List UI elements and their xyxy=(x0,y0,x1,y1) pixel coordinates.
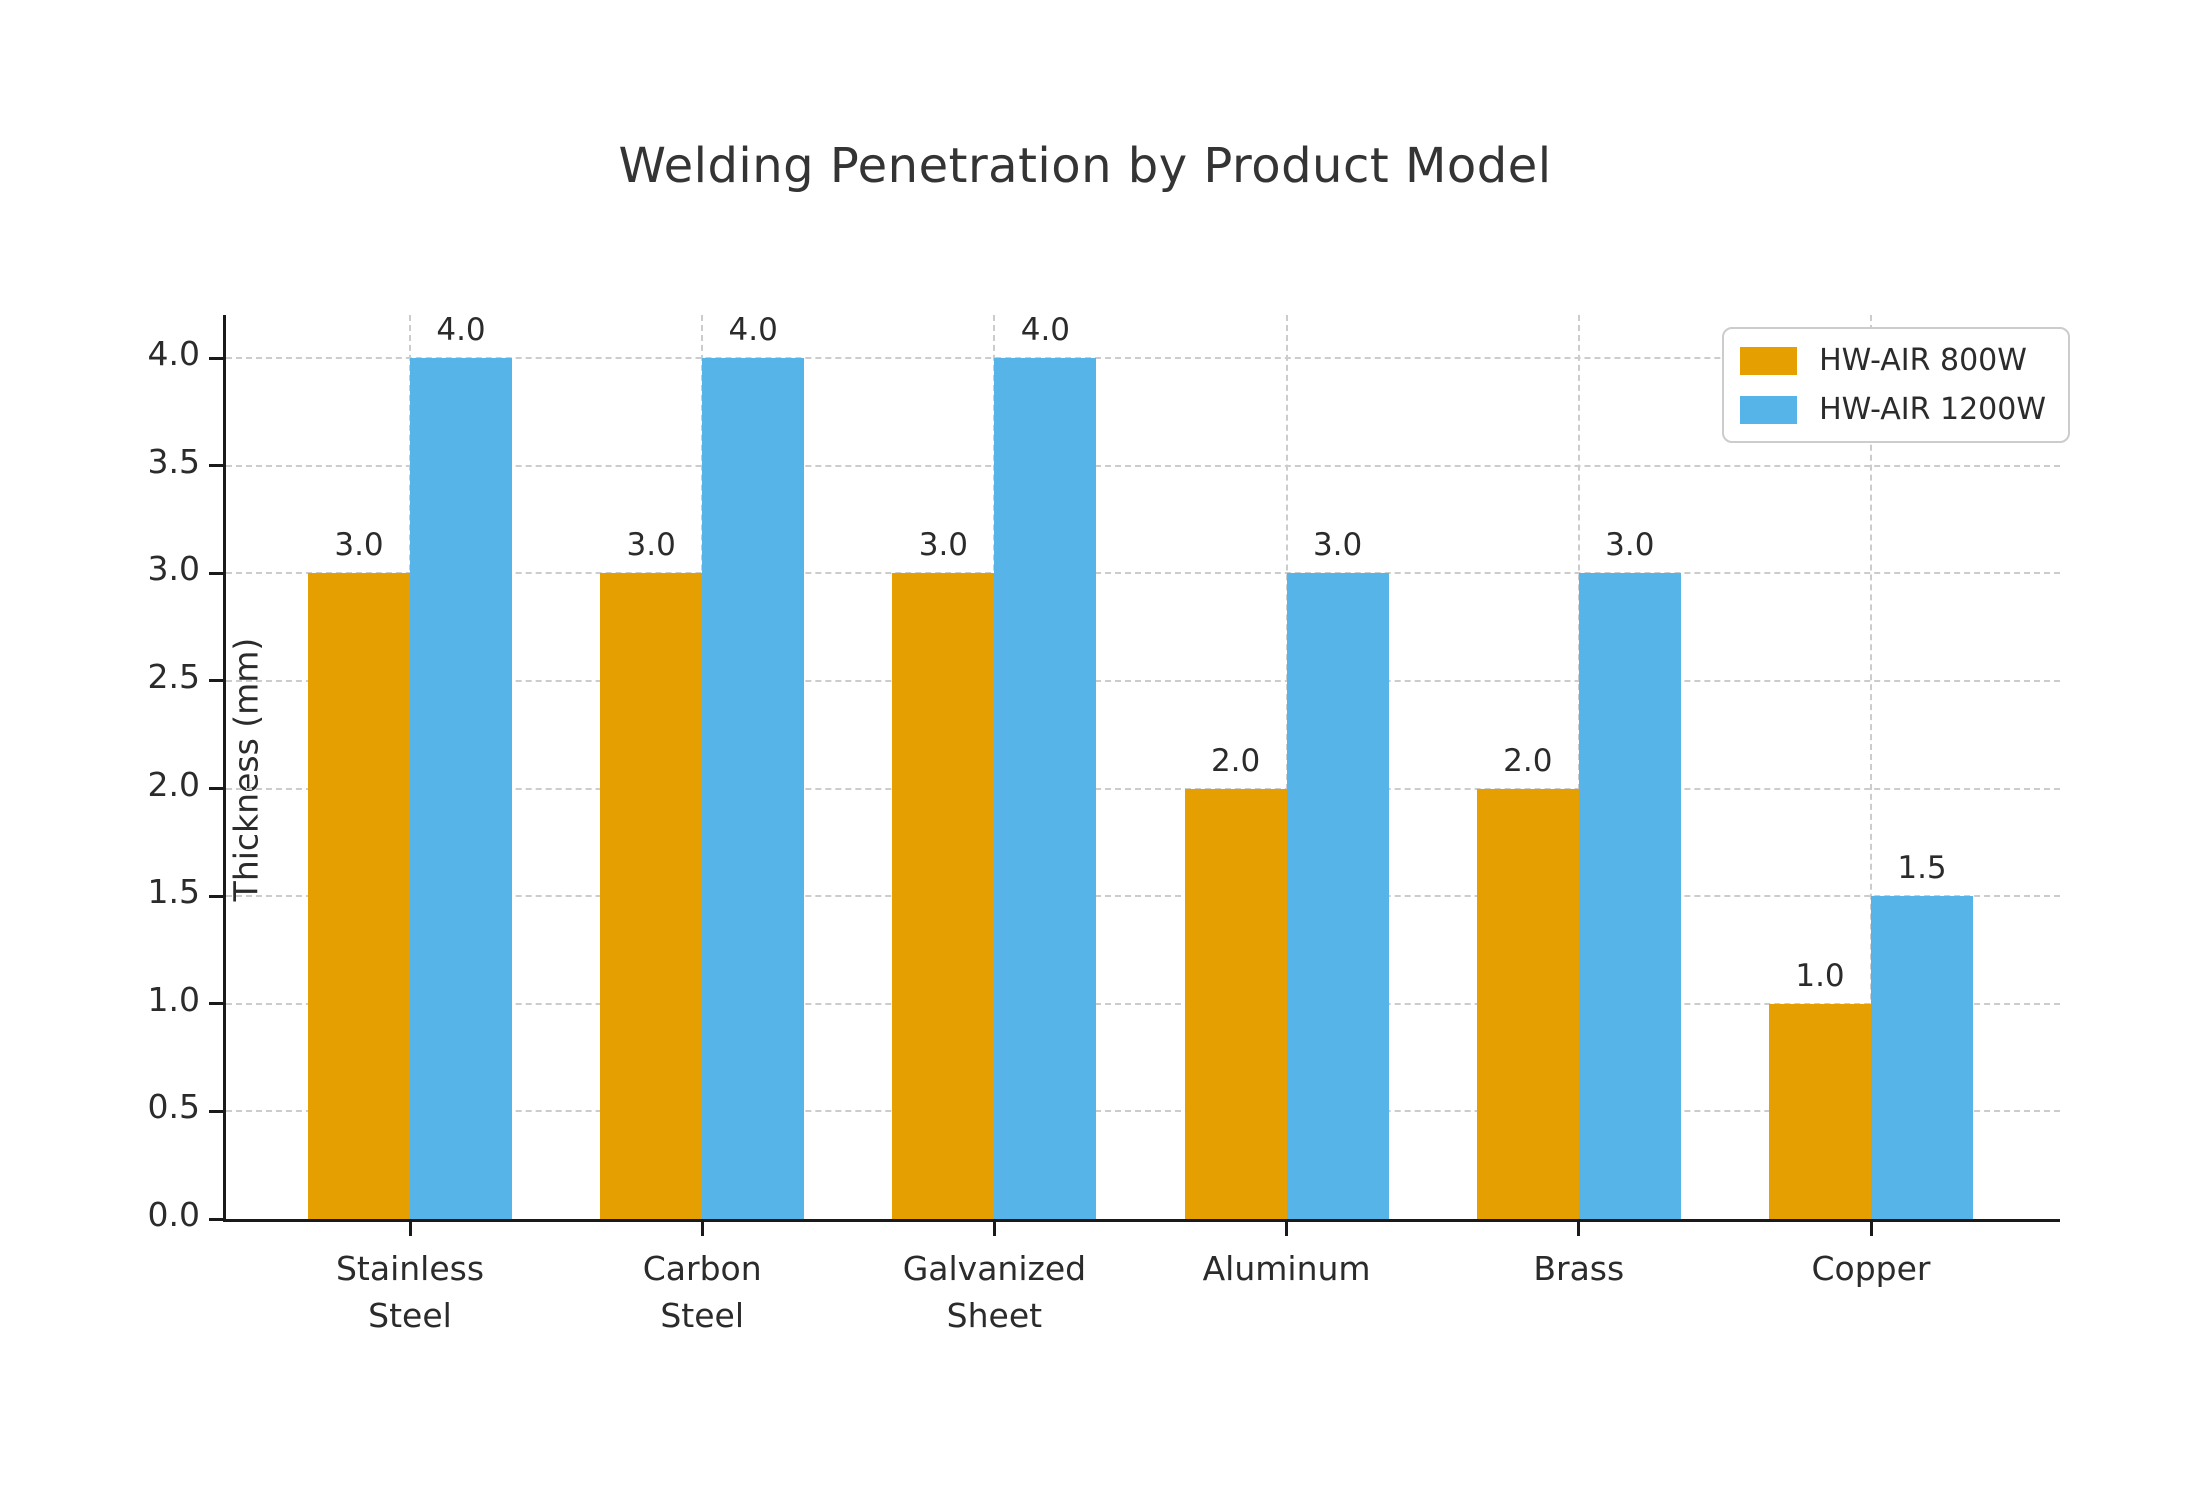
y-tick-mark xyxy=(209,1217,223,1221)
category-label: Brass xyxy=(1533,1249,1625,1288)
bar-series1 xyxy=(1184,788,1287,1219)
x-tick-mark xyxy=(1869,1222,1873,1236)
bar-value-label: 1.0 xyxy=(1795,957,1845,994)
category-label: Carbon Steel xyxy=(642,1249,762,1335)
legend-swatch xyxy=(1740,346,1798,375)
y-tick-label: 2.0 xyxy=(147,764,200,804)
bar-value-label: 4.0 xyxy=(436,312,486,349)
bar-value-label: 4.0 xyxy=(1020,312,1071,349)
bar-value-label: 2.0 xyxy=(1503,742,1553,779)
y-tick-mark xyxy=(209,679,223,683)
bar-value-label: 3.0 xyxy=(626,527,676,564)
bar-series1 xyxy=(892,573,995,1219)
bar-series2 xyxy=(1871,896,1973,1219)
legend-label: HW-AIR 1200W xyxy=(1819,392,2046,427)
bar-value-label: 2.0 xyxy=(1210,742,1261,779)
legend-item: HW-AIR 800W xyxy=(1740,343,2046,378)
bar-series2 xyxy=(994,358,1097,1219)
y-tick-mark xyxy=(209,1002,223,1006)
y-tick-label: 2.5 xyxy=(147,656,200,696)
bar-series2 xyxy=(1578,573,1681,1219)
y-tick-label: 0.5 xyxy=(147,1087,200,1127)
y-tick-mark xyxy=(209,464,223,468)
gridline-horizontal xyxy=(226,895,2060,898)
bar-series2 xyxy=(702,358,805,1219)
y-tick-label: 1.0 xyxy=(147,979,200,1019)
bar-value-label: 4.0 xyxy=(728,312,778,349)
y-tick-mark xyxy=(209,787,223,791)
y-axis-label: Thickness (mm) xyxy=(226,637,266,902)
x-tick-mark xyxy=(1285,1222,1289,1236)
chart-title: Welding Penetration by Product Model xyxy=(618,138,1552,194)
bar-series2 xyxy=(1286,573,1389,1219)
y-tick-label: 4.0 xyxy=(147,334,200,374)
gridline-horizontal xyxy=(226,679,2060,682)
bar-value-label: 3.0 xyxy=(334,527,384,564)
bar-value-label: 3.0 xyxy=(918,527,969,564)
category-label: Stainless Steel xyxy=(335,1249,485,1335)
bar-value-label: 3.0 xyxy=(1605,527,1655,564)
bar-value-label: 3.0 xyxy=(1312,527,1363,564)
gridline-horizontal xyxy=(226,572,2060,575)
gridline-horizontal xyxy=(226,357,2060,360)
y-tick-mark xyxy=(209,894,223,898)
legend: HW-AIR 800W HW-AIR 1200W xyxy=(1722,327,2070,443)
bar-series1 xyxy=(600,573,703,1219)
x-tick-mark xyxy=(992,1222,996,1236)
category-label: Aluminum xyxy=(1202,1249,1371,1288)
bar-series2 xyxy=(410,358,512,1219)
legend-label: HW-AIR 800W xyxy=(1819,343,2027,378)
bar-series1 xyxy=(1769,1003,1871,1219)
gridline-horizontal xyxy=(226,464,2060,467)
x-tick-mark xyxy=(700,1222,704,1236)
legend-swatch xyxy=(1740,395,1798,424)
category-label: Copper xyxy=(1811,1249,1931,1288)
bar-value-label: 1.5 xyxy=(1897,850,1947,887)
y-tick-mark xyxy=(209,356,223,360)
y-tick-label: 0.0 xyxy=(147,1195,200,1234)
plot-area: Thickness (mm) HW-AIR 800W HW-AIR 1200W 0… xyxy=(148,312,2070,1335)
y-tick-mark xyxy=(209,1109,223,1113)
x-tick-mark xyxy=(408,1222,412,1236)
category-label: Galvanized Sheet xyxy=(902,1249,1087,1335)
y-tick-label: 1.5 xyxy=(147,872,200,912)
bar-series1 xyxy=(1476,788,1579,1219)
y-tick-label: 3.0 xyxy=(147,549,200,589)
y-tick-mark xyxy=(209,571,223,575)
x-tick-mark xyxy=(1577,1222,1581,1236)
gridline-horizontal xyxy=(226,787,2060,790)
y-tick-label: 3.5 xyxy=(147,441,200,481)
gridline-horizontal xyxy=(226,1110,2060,1113)
gridline-vertical xyxy=(1870,315,1872,1219)
legend-item: HW-AIR 1200W xyxy=(1740,392,2046,427)
gridline-horizontal xyxy=(226,1002,2060,1005)
bar-series1 xyxy=(308,573,410,1219)
